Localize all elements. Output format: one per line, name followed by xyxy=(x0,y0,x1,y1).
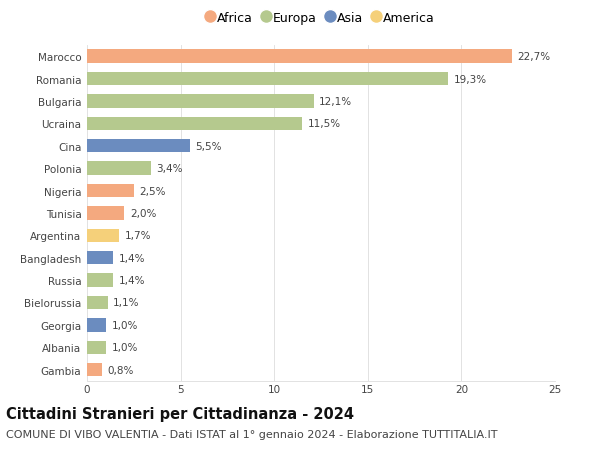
Bar xyxy=(87,363,102,376)
Text: 5,5%: 5,5% xyxy=(196,141,222,151)
Bar xyxy=(87,118,302,131)
Bar xyxy=(87,296,107,309)
Bar xyxy=(87,207,124,220)
Bar xyxy=(87,319,106,332)
Text: 1,0%: 1,0% xyxy=(112,342,138,353)
Bar xyxy=(87,252,113,265)
Bar xyxy=(87,229,119,242)
Text: Cittadini Stranieri per Cittadinanza - 2024: Cittadini Stranieri per Cittadinanza - 2… xyxy=(6,406,354,421)
Text: 1,4%: 1,4% xyxy=(119,253,145,263)
Bar xyxy=(87,95,314,108)
Text: 11,5%: 11,5% xyxy=(308,119,341,129)
Legend: Africa, Europa, Asia, America: Africa, Europa, Asia, America xyxy=(207,12,435,25)
Bar xyxy=(87,140,190,153)
Text: 0,8%: 0,8% xyxy=(107,365,134,375)
Text: COMUNE DI VIBO VALENTIA - Dati ISTAT al 1° gennaio 2024 - Elaborazione TUTTITALI: COMUNE DI VIBO VALENTIA - Dati ISTAT al … xyxy=(6,429,497,439)
Bar xyxy=(87,162,151,175)
Text: 12,1%: 12,1% xyxy=(319,97,352,107)
Bar xyxy=(87,73,448,86)
Text: 1,4%: 1,4% xyxy=(119,275,145,285)
Text: 1,7%: 1,7% xyxy=(124,231,151,241)
Text: 2,0%: 2,0% xyxy=(130,208,157,218)
Bar xyxy=(87,185,134,198)
Text: 2,5%: 2,5% xyxy=(139,186,166,196)
Text: 22,7%: 22,7% xyxy=(518,52,551,62)
Bar xyxy=(87,50,512,64)
Text: 19,3%: 19,3% xyxy=(454,74,487,84)
Text: 1,1%: 1,1% xyxy=(113,298,140,308)
Bar xyxy=(87,274,113,287)
Text: 1,0%: 1,0% xyxy=(112,320,138,330)
Text: 3,4%: 3,4% xyxy=(156,164,183,174)
Bar xyxy=(87,341,106,354)
